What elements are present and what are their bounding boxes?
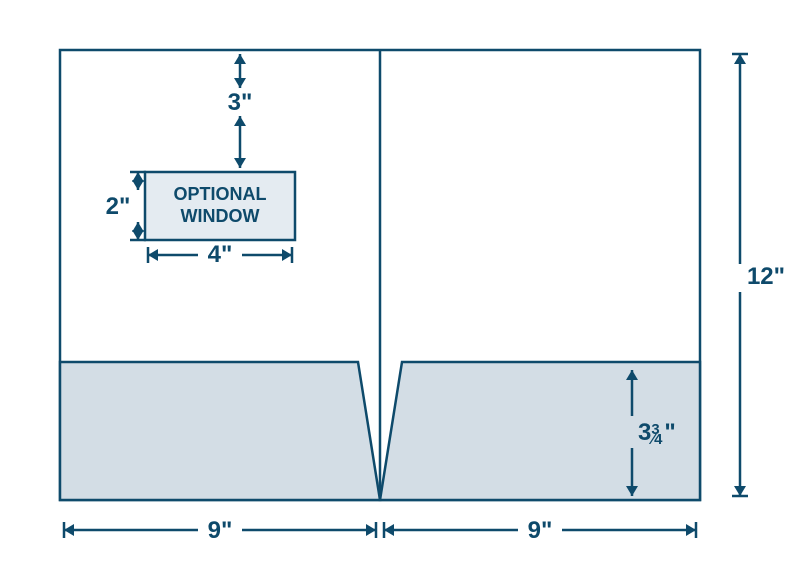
- window-label-2: WINDOW: [181, 206, 260, 226]
- dim-window-width: 4": [208, 241, 233, 268]
- dim-right-width: 9": [528, 517, 553, 544]
- dim-left-width: 9": [208, 517, 233, 544]
- left-pocket: [60, 362, 380, 500]
- dim-pocket-height: 33⁄4": [638, 419, 676, 448]
- dim-window-height: 2": [106, 193, 131, 220]
- dim-total-height: 12": [747, 263, 785, 290]
- dim-top-gap: 3": [228, 89, 253, 116]
- window-label-1: OPTIONAL: [174, 184, 267, 204]
